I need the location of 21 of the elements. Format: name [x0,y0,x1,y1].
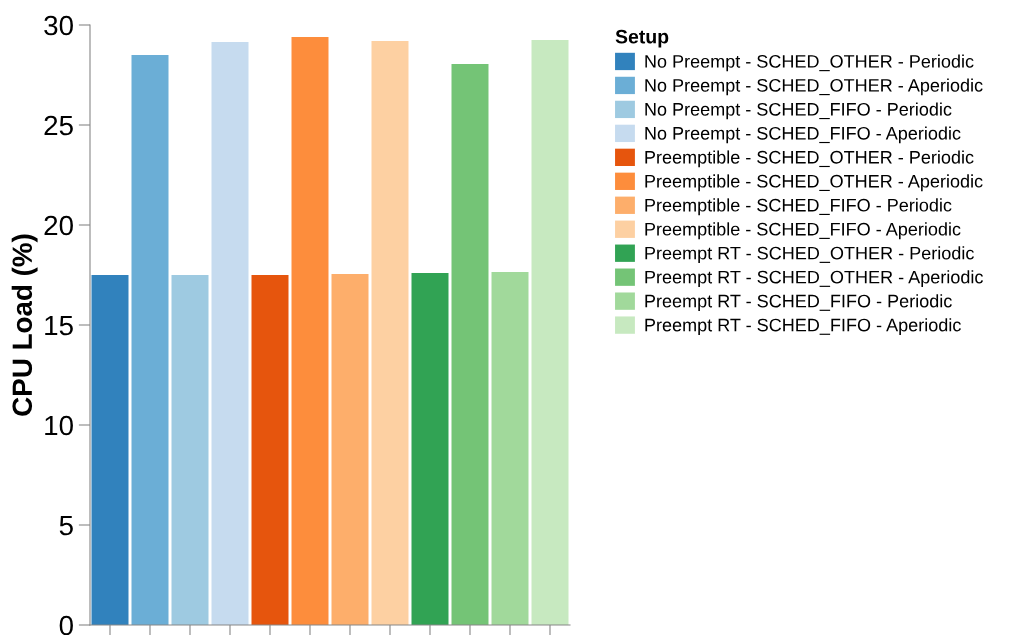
legend-label: Preempt RT - SCHED_FIFO - Aperiodic [645,318,961,335]
y-tick-label: 15 [45,315,73,336]
legend-title: Setup [615,29,669,48]
legend-label: Preempt RT - SCHED_OTHER - Periodic [645,246,974,264]
legend-label: Preempt RT - SCHED_OTHER - Aperiodic [645,270,983,288]
y-tick-label: 10 [45,415,73,436]
y-tick-label: 30 [44,15,73,36]
y-axis-title: CPU Load (%) [11,234,38,416]
legend-label: Preempt RT - SCHED_FIFO - Periodic [645,294,952,312]
y-tick-label: 25 [44,115,73,136]
legend-label: No Preempt - SCHED_FIFO - Aperiodic [645,126,961,144]
legend-label: No Preempt - SCHED_FIFO - Periodic [645,102,952,120]
y-tick-label: 5 [59,515,73,536]
y-tick-label: 20 [44,215,73,236]
legend-label: Preemptible - SCHED_FIFO - Periodic [645,198,952,216]
legend-label: Preemptible - SCHED_FIFO - Aperiodic [645,222,961,240]
legend-label: Preemptible - SCHED_OTHER - Aperiodic [645,174,983,192]
legend-label: Preemptible - SCHED_OTHER - Periodic [645,150,974,168]
y-tick-label: 0 [59,615,73,635]
legend-label: No Preempt - SCHED_OTHER - Periodic [645,54,974,72]
legend-label: No Preempt - SCHED_OTHER - Aperiodic [645,78,983,96]
